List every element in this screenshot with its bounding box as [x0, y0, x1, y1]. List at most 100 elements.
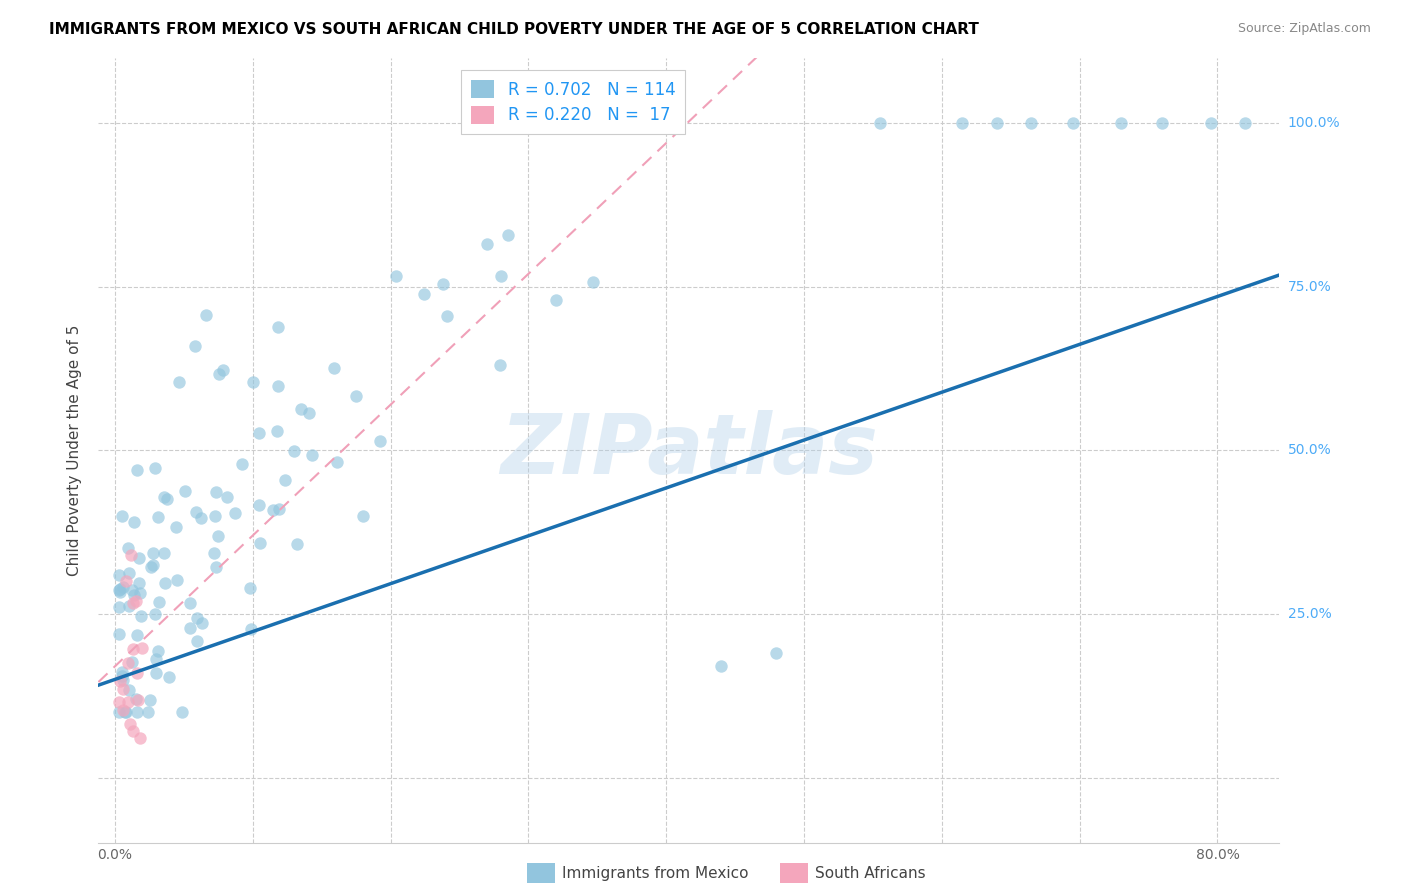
Point [143, 607, 166, 621]
Point [166, 574, 188, 588]
Text: IMMIGRANTS FROM MEXICO VS SOUTH AFRICAN CHILD POVERTY UNDER THE AGE OF 5 CORRELA: IMMIGRANTS FROM MEXICO VS SOUTH AFRICAN … [49, 22, 979, 37]
Point [115, 705, 138, 719]
Point [118, 599, 141, 613]
Point [156, 491, 179, 506]
Point [301, 448, 323, 462]
Point [262, 503, 284, 517]
Point [143, 460, 166, 475]
Point [202, 545, 225, 559]
Point [108, 583, 131, 598]
Point [145, 666, 167, 681]
Legend: R = 0.702   N = 114, R = 0.220   N =  17: R = 0.702 N = 114, R = 0.220 N = 17 [461, 70, 686, 134]
Point [432, 277, 454, 291]
Point [208, 367, 231, 381]
Point [211, 363, 233, 377]
Point [266, 379, 288, 393]
Point [117, 566, 139, 580]
Point [239, 581, 262, 595]
Point [582, 275, 605, 289]
Point [267, 319, 290, 334]
Point [167, 375, 190, 389]
Point [121, 596, 143, 610]
Point [239, 622, 262, 636]
Point [179, 597, 201, 611]
Point [475, 237, 498, 252]
Point [325, 455, 347, 469]
Point [1021, 116, 1043, 130]
Point [148, 595, 170, 609]
Point [710, 659, 733, 673]
Point [108, 568, 131, 582]
Point [148, 509, 170, 524]
Point [224, 507, 246, 521]
Point [111, 509, 134, 524]
Point [352, 508, 374, 523]
Point [183, 339, 205, 353]
Point [344, 389, 367, 403]
Point [266, 424, 288, 438]
Point [108, 674, 131, 689]
Text: 75.0%: 75.0% [1288, 280, 1331, 294]
Point [1199, 116, 1222, 130]
Point [121, 548, 143, 562]
Point [127, 628, 149, 642]
Point [115, 574, 138, 589]
Point [986, 116, 1008, 130]
Point [129, 609, 152, 624]
Point [108, 626, 131, 640]
Point [153, 490, 176, 504]
Point [323, 360, 346, 375]
Point [111, 682, 134, 697]
Point [174, 483, 197, 498]
Point [157, 670, 180, 684]
Point [1152, 116, 1174, 130]
Point [111, 668, 134, 682]
Point [190, 511, 212, 525]
Text: South Africans: South Africans [815, 866, 927, 880]
Point [765, 646, 787, 660]
Point [125, 705, 148, 719]
Point [118, 717, 141, 731]
Point [544, 293, 567, 307]
Point [385, 268, 408, 283]
Point [496, 227, 519, 242]
Point [122, 588, 145, 602]
Point [869, 116, 891, 130]
Point [108, 582, 131, 596]
Point [1109, 116, 1132, 130]
Point [141, 560, 163, 574]
Text: Source: ZipAtlas.com: Source: ZipAtlas.com [1237, 22, 1371, 36]
Point [108, 705, 131, 719]
Point [204, 485, 226, 500]
Point [122, 515, 145, 529]
Point [413, 286, 436, 301]
Point [186, 611, 208, 625]
Point [172, 705, 194, 719]
Point [247, 426, 270, 441]
Point [122, 641, 145, 656]
Point [242, 376, 264, 390]
Point [273, 473, 295, 487]
Point [127, 693, 149, 707]
Point [111, 703, 134, 717]
Point [142, 558, 165, 573]
Point [1062, 116, 1084, 130]
Point [207, 529, 229, 543]
Point [247, 499, 270, 513]
Point [142, 546, 165, 560]
Point [108, 585, 131, 599]
Point [298, 406, 321, 420]
Point [155, 576, 177, 591]
Point [191, 616, 214, 631]
Y-axis label: Child Poverty Under the Age of 5: Child Poverty Under the Age of 5 [67, 325, 83, 576]
Point [249, 535, 271, 549]
Point [122, 723, 145, 738]
Text: 100.0%: 100.0% [1288, 116, 1340, 130]
Point [127, 463, 149, 477]
Point [124, 594, 146, 608]
Point [121, 655, 143, 669]
Point [436, 309, 458, 323]
Point [152, 546, 174, 560]
Text: 50.0%: 50.0% [1288, 443, 1331, 458]
Point [205, 560, 228, 574]
